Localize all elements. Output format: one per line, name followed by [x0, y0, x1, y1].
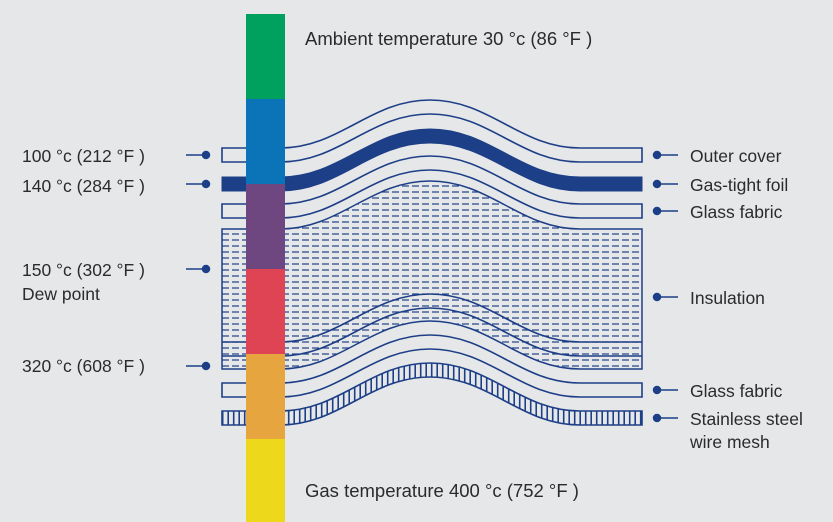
right-label-outer-cover: Outer cover	[690, 146, 782, 166]
left-pointers	[186, 150, 211, 371]
temperature-bar-segment	[246, 184, 285, 269]
temperature-bar-segment	[246, 14, 285, 99]
left-label-320c: 320 °c (608 °F )	[22, 356, 145, 376]
right-label-wire-mesh-line2: wire mesh	[689, 432, 770, 452]
temperature-bar-segment	[246, 99, 285, 184]
left-label-140c: 140 °c (284 °F )	[22, 176, 145, 196]
temperature-bar	[246, 14, 285, 522]
right-label-wire-mesh: Stainless steel	[690, 409, 803, 429]
left-label-100c: 100 °c (212 °F )	[22, 146, 145, 166]
temperature-bar-segment	[246, 354, 285, 439]
right-pointers	[652, 150, 678, 423]
right-label-glass-fabric-top: Glass fabric	[690, 202, 783, 222]
glass-fabric-top-layer	[221, 155, 643, 219]
outer-cover-layer	[221, 99, 643, 163]
ambient-temperature-label: Ambient temperature 30 °c (86 °F )	[305, 28, 592, 49]
insulation-layer	[221, 180, 643, 370]
gas-temperature-label: Gas temperature 400 °c (752 °F )	[305, 480, 579, 501]
insulation-inner-arc-2	[222, 307, 642, 357]
wire-mesh-layer	[221, 362, 643, 426]
right-label-insulation: Insulation	[690, 288, 765, 308]
right-label-glass-fabric-bottom: Glass fabric	[690, 381, 783, 401]
temperature-bar-segment	[246, 269, 285, 354]
insulation-inner-arc-1	[222, 293, 642, 343]
left-label-150c: 150 °c (302 °F )	[22, 260, 145, 280]
gas-tight-foil-layer	[221, 128, 643, 192]
temperature-bar-segment	[246, 439, 285, 522]
left-label-dew-point: Dew point	[22, 284, 100, 304]
right-label-gas-tight-foil: Gas-tight foil	[690, 175, 788, 195]
glass-fabric-bottom-layer	[221, 334, 643, 398]
